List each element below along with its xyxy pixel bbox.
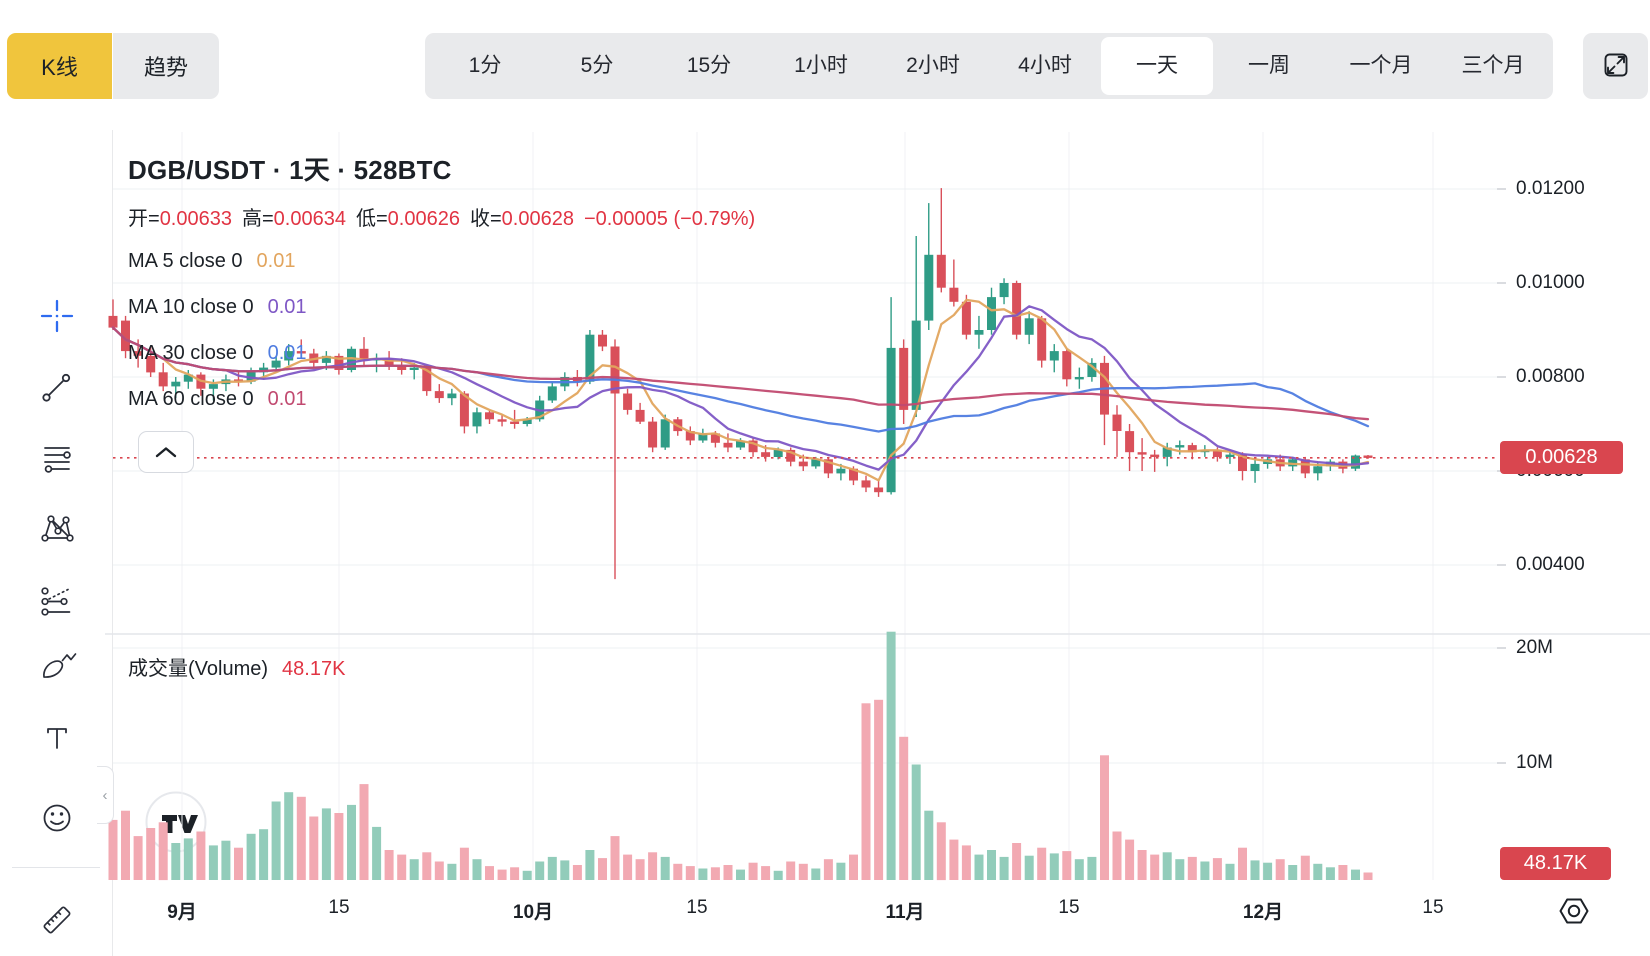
toolbar-collapse-handle[interactable]: ‹	[97, 766, 114, 824]
settings-gear-icon[interactable]	[1556, 893, 1592, 929]
timeframe-item[interactable]: 三个月	[1461, 54, 1525, 77]
time-axis-label: 15	[1422, 897, 1444, 918]
timeframe-item[interactable]: 15分	[686, 54, 732, 77]
legend-collapse-button[interactable]	[138, 431, 194, 473]
timeframe-item[interactable]: 1分	[468, 54, 502, 77]
fullscreen-button[interactable]	[1583, 33, 1648, 99]
emoji-icon[interactable]	[35, 796, 79, 840]
timeframe-item[interactable]: 一个月	[1349, 54, 1413, 77]
horizontal-lines-icon[interactable]	[35, 436, 79, 480]
ruler-icon[interactable]	[35, 898, 79, 942]
toolbar-divider	[12, 867, 100, 868]
current-price-tag: 0.00628	[1500, 441, 1623, 474]
current-volume-tag: 48.17K	[1500, 847, 1611, 880]
forecast-icon[interactable]	[35, 580, 79, 624]
timeframe-group: 1分 5分 15分 1小时 2小时 4小时 一天 一周 一个月 三个月	[425, 33, 1553, 99]
price-axis-label: 0.00400	[1516, 554, 1585, 575]
brush-icon[interactable]	[35, 645, 79, 689]
text-icon[interactable]	[35, 716, 79, 760]
timeframe-item[interactable]: 5分	[580, 54, 614, 77]
timeframe-item[interactable]: 2小时	[906, 54, 960, 77]
time-axis-label: 12月	[1242, 902, 1284, 923]
price-axis-label: 0.01200	[1516, 178, 1585, 199]
price-axis-label: 0.01000	[1516, 272, 1585, 293]
chart-canvas[interactable]	[105, 130, 1650, 888]
timeframe-item[interactable]: 一天	[1101, 37, 1213, 95]
price-axis-label: 20M	[1516, 637, 1553, 658]
time-axis-label: 9月	[167, 902, 197, 923]
tab-kline[interactable]: K线	[7, 33, 112, 99]
time-axis-label: 15	[1058, 897, 1080, 918]
time-axis-label: 10月	[512, 902, 554, 923]
expand-icon	[1601, 50, 1631, 83]
price-axis-label: 0.00800	[1516, 366, 1585, 387]
time-axis-label: 15	[686, 897, 708, 918]
drawing-toolbar	[0, 130, 113, 956]
time-axis-label: 15	[328, 897, 350, 918]
trend-line-icon[interactable]	[35, 365, 79, 409]
xabcd-pattern-icon[interactable]	[35, 508, 79, 552]
timeframe-item[interactable]: 一周	[1248, 54, 1290, 77]
timeframe-item[interactable]: 1小时	[794, 54, 848, 77]
price-axis-label: 10M	[1516, 752, 1553, 773]
timeframe-item[interactable]: 4小时	[1018, 54, 1072, 77]
tab-trend[interactable]: 趋势	[113, 33, 219, 99]
crosshair-icon[interactable]	[35, 294, 79, 338]
time-axis-label: 11月	[885, 902, 925, 923]
